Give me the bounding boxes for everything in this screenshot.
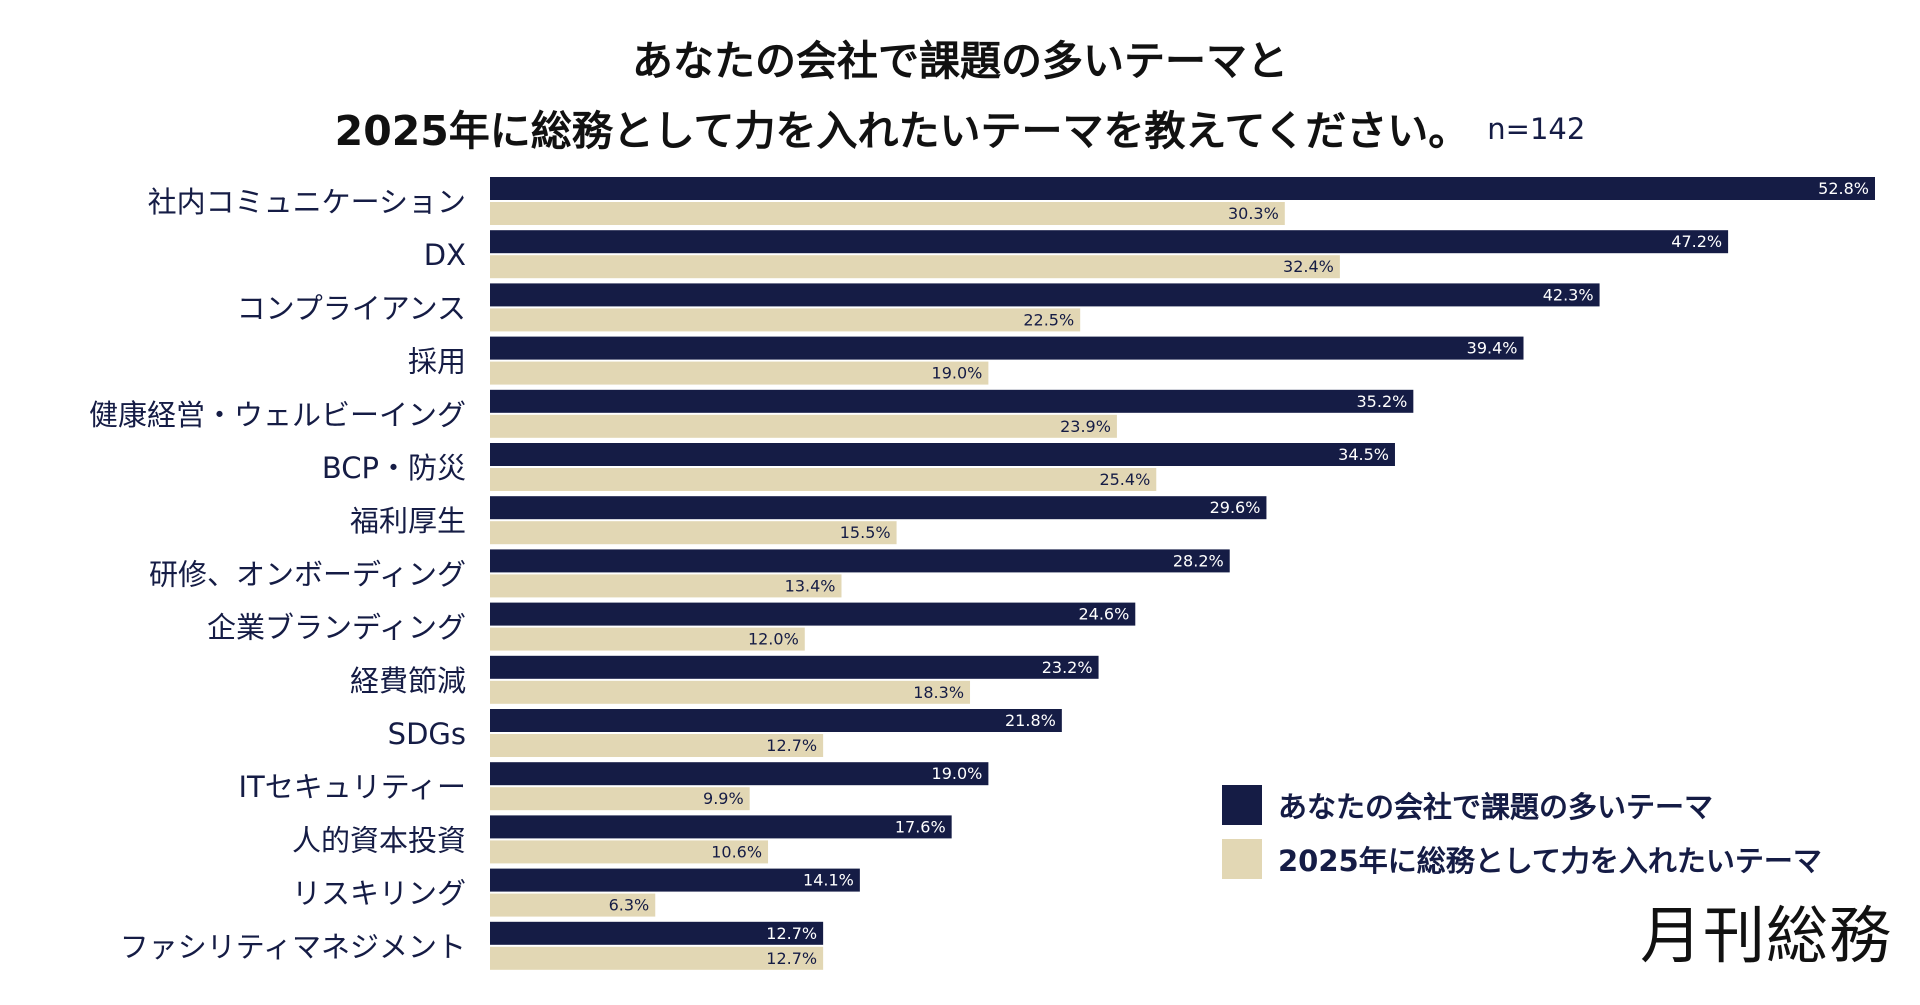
value-label-issues: 29.6% [1210, 498, 1261, 517]
legend-label-issues: あなたの会社で課題の多いテーマ [1278, 790, 1714, 824]
value-label-focus: 32.4% [1283, 257, 1334, 276]
bar-focus [490, 680, 971, 704]
value-label-focus: 12.0% [748, 630, 799, 649]
bar-issues [490, 230, 1729, 254]
value-label-issues: 21.8% [1005, 711, 1056, 730]
legend-swatch-focus [1222, 839, 1262, 879]
bar-issues [490, 549, 1230, 573]
bar-issues [490, 496, 1267, 520]
value-label-issues: 19.0% [932, 764, 983, 783]
bar-issues [490, 762, 989, 786]
bar-issues [490, 709, 1062, 732]
bar-issues [490, 655, 1099, 679]
sample-size-label: n=142 [1487, 112, 1586, 146]
value-label-issues: 52.8% [1818, 179, 1869, 198]
value-label-focus: 19.0% [932, 364, 983, 383]
bar-focus [490, 468, 1157, 491]
value-label-issues: 35.2% [1357, 392, 1408, 411]
value-label-issues: 14.1% [803, 871, 854, 890]
bar-focus [490, 521, 897, 545]
value-label-issues: 47.2% [1671, 232, 1722, 251]
value-label-issues: 12.7% [766, 924, 817, 943]
bar-issues [490, 815, 952, 839]
value-label-issues: 24.6% [1078, 605, 1129, 624]
category-label: リスキリング [292, 877, 466, 911]
bar-focus [490, 202, 1285, 225]
value-label-issues: 28.2% [1173, 551, 1224, 570]
category-label: 経費節減 [350, 664, 466, 698]
bar-focus [490, 787, 750, 811]
category-label: 社内コミュニケーション [148, 185, 466, 219]
bar-focus [490, 574, 842, 598]
value-label-focus: 12.7% [766, 949, 817, 968]
bar-focus [490, 893, 656, 917]
bar-issues [490, 602, 1136, 626]
bar-focus [490, 840, 769, 864]
category-label: BCP・防災 [322, 451, 466, 485]
value-label-issues: 39.4% [1467, 339, 1518, 358]
bar-focus [490, 361, 989, 385]
chart-title-line2: 2025年に総務として力を入れたいテーマを教えてください。 n=142 [0, 104, 1920, 156]
value-label-focus: 18.3% [913, 683, 964, 702]
bar-issues [490, 443, 1395, 466]
value-label-issues: 23.2% [1042, 658, 1093, 677]
bar-focus [490, 255, 1340, 279]
category-label: SDGs [388, 717, 466, 751]
brand-logo: 月刊総務 [1639, 899, 1892, 972]
category-label: DX [424, 238, 466, 272]
bar-issues [490, 283, 1600, 307]
bar-focus [490, 946, 824, 970]
value-label-focus: 6.3% [609, 896, 650, 915]
chart-legend: あなたの会社で課題の多いテーマ 2025年に総務として力を入れたいテーマ [1222, 780, 1822, 888]
value-label-issues: 42.3% [1543, 285, 1594, 304]
bar-issues [490, 177, 1875, 200]
category-label: 健康経営・ウェルビーイング [89, 398, 466, 432]
legend-swatch-issues [1222, 785, 1262, 825]
value-label-focus: 12.7% [766, 736, 817, 755]
legend-item-issues: あなたの会社で課題の多いテーマ [1222, 780, 1822, 830]
chart-title-line2-text: 2025年に総務として力を入れたいテーマを教えてください。 [334, 107, 1470, 155]
category-label: ファシリティマネジメント [120, 930, 466, 964]
value-label-focus: 25.4% [1099, 470, 1150, 489]
chart-title-line1: あなたの会社で課題の多いテーマと [632, 37, 1288, 85]
value-label-focus: 13.4% [785, 576, 836, 595]
category-label: 採用 [408, 345, 466, 379]
category-label: 企業ブランディング [207, 611, 466, 645]
value-label-focus: 22.5% [1023, 310, 1074, 329]
category-label: 研修、オンボーディング [149, 557, 466, 591]
bar-issues [490, 868, 860, 892]
value-label-focus: 30.3% [1228, 204, 1279, 223]
value-label-issues: 17.6% [895, 817, 946, 836]
bar-focus [490, 734, 824, 757]
bar-focus [490, 627, 805, 651]
bar-issues [490, 389, 1414, 413]
bar-issues [490, 336, 1524, 360]
category-label: コンプライアンス [237, 291, 466, 325]
value-label-issues: 34.5% [1338, 445, 1389, 464]
legend-label-focus: 2025年に総務として力を入れたいテーマ [1278, 844, 1822, 878]
value-label-focus: 10.6% [711, 842, 762, 861]
value-label-focus: 9.9% [703, 789, 744, 808]
value-label-focus: 23.9% [1060, 417, 1111, 436]
category-label: 人的資本投資 [292, 823, 466, 857]
legend-item-focus: 2025年に総務として力を入れたいテーマ [1222, 834, 1822, 884]
value-label-focus: 15.5% [840, 523, 891, 542]
bar-focus [490, 308, 1081, 332]
category-label: 福利厚生 [350, 504, 466, 538]
bar-focus [490, 414, 1117, 438]
category-label: ITセキュリティー [238, 770, 466, 804]
bar-issues [490, 921, 824, 945]
